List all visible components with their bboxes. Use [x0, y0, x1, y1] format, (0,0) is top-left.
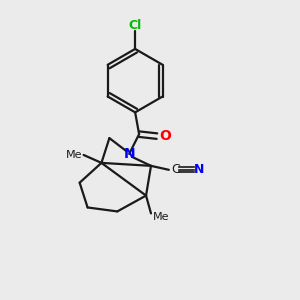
- Text: C: C: [171, 163, 180, 176]
- Text: N: N: [123, 147, 135, 161]
- Text: Me: Me: [65, 150, 82, 160]
- Text: N: N: [194, 163, 205, 176]
- Text: Cl: Cl: [128, 19, 142, 32]
- Text: Me: Me: [153, 212, 169, 222]
- Text: O: O: [159, 129, 171, 143]
